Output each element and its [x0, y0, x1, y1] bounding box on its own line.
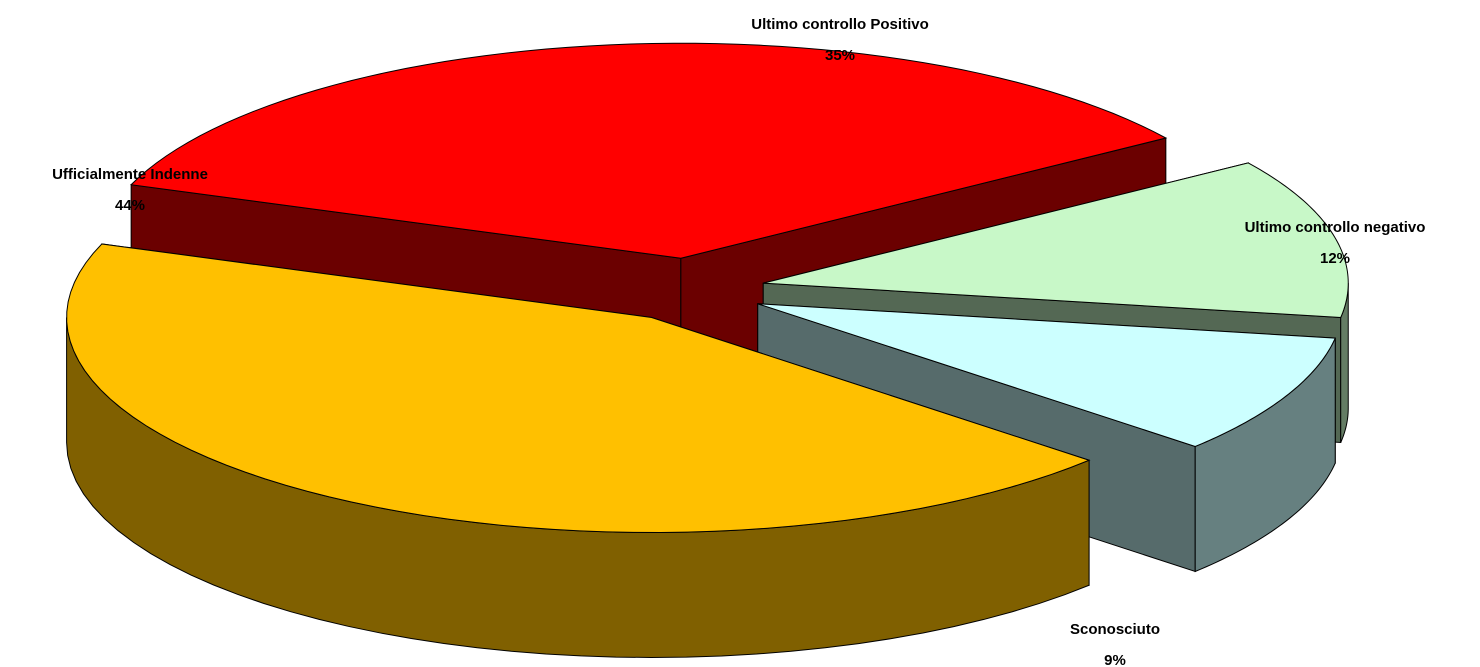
slice-value-label: 9%	[1104, 652, 1126, 667]
slice-label: Ultimo controllo negativo	[1245, 219, 1426, 236]
slice-value-label: 44%	[115, 197, 145, 214]
slice	[66, 243, 1091, 533]
slice-label: Sconosciuto	[1070, 621, 1160, 638]
slice	[763, 162, 1349, 319]
slice-label: Ufficialmente Indenne	[52, 166, 208, 183]
slice-value-label: 35%	[825, 47, 855, 64]
slice	[130, 42, 1168, 259]
slice-label: Ultimo controllo Positivo	[751, 16, 929, 33]
slice-value-label: 12%	[1320, 250, 1350, 267]
slice	[757, 303, 1336, 448]
